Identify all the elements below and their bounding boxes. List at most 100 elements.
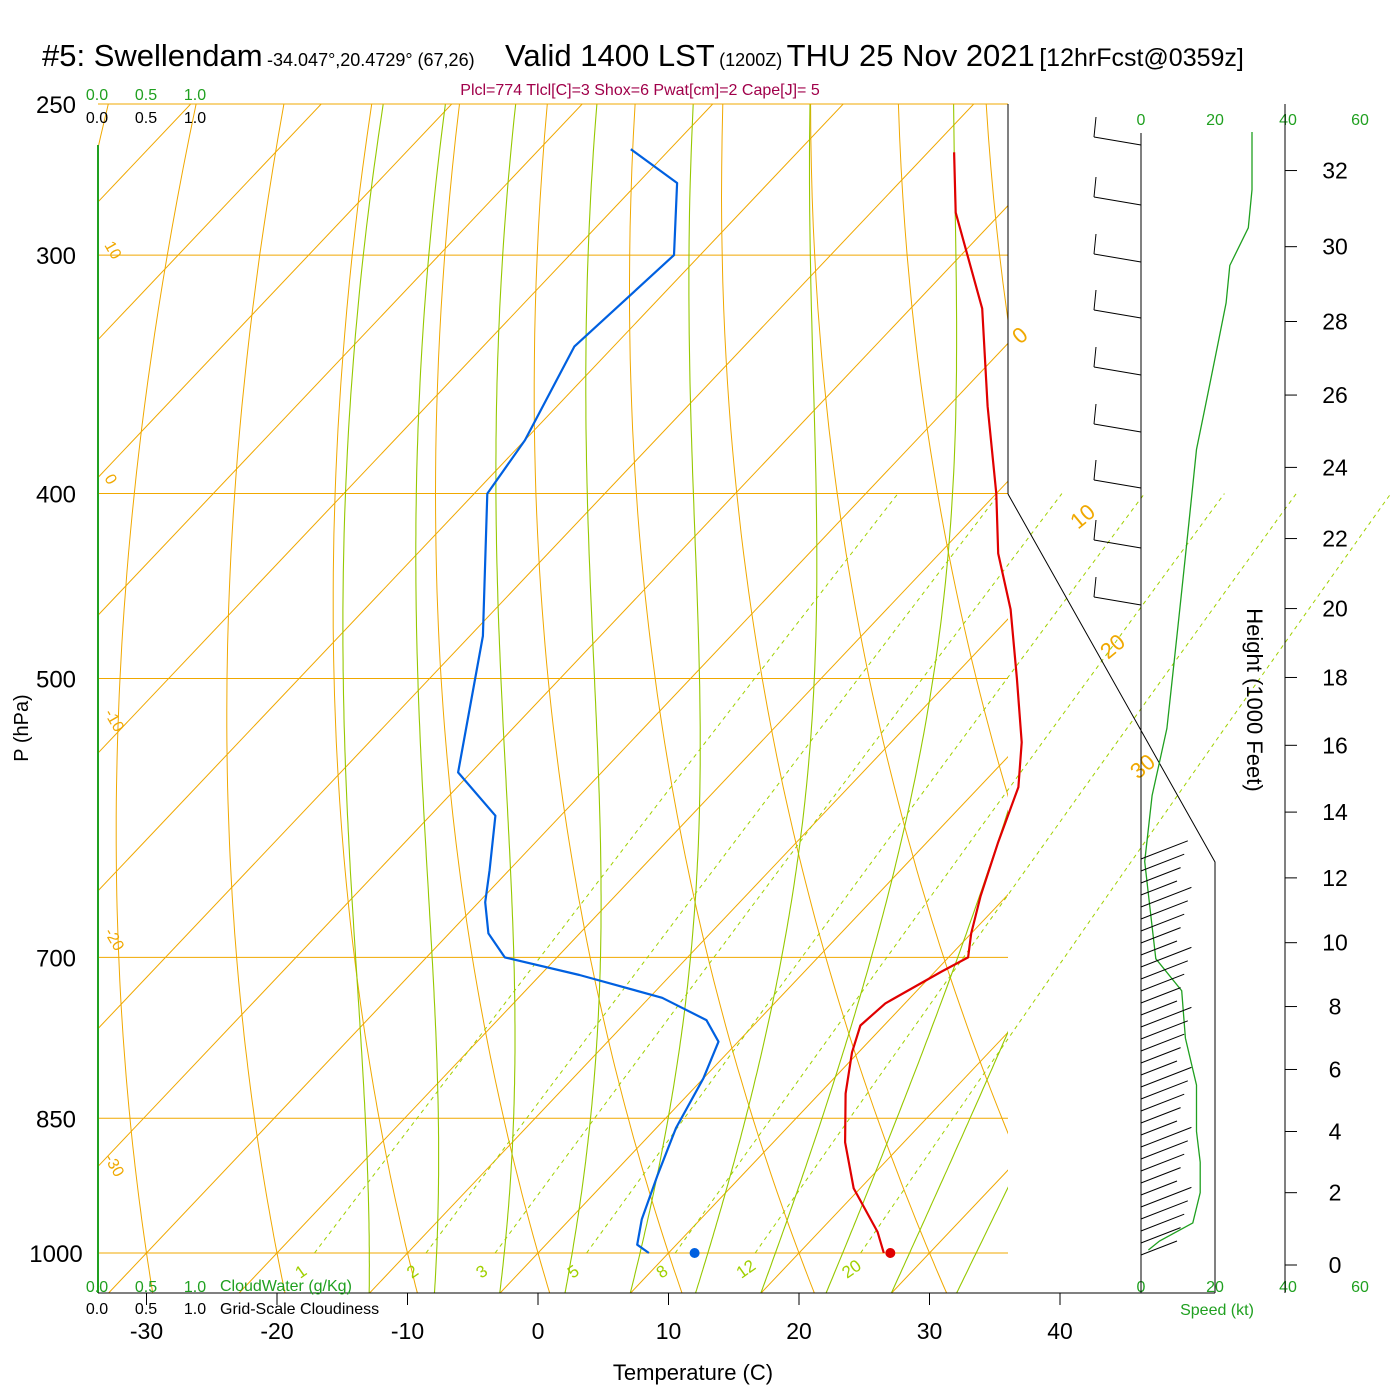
forecast-date: THU 25 Nov 2021 bbox=[786, 38, 1035, 73]
isotherm-line bbox=[499, 756, 1008, 1293]
stability-indices: Plcl=774 Tlcl[C]=3 Shox=6 Pwat[cm]=2 Cap… bbox=[0, 82, 1400, 100]
pressure-tick-label: 400 bbox=[36, 482, 76, 509]
mixing-ratio-lines: 1 2 3 5 8 12 20 bbox=[292, 493, 1392, 1282]
title-row: #5: Swellendam -34.047°,20.4729° (67,26)… bbox=[42, 38, 1244, 74]
height-tick-label: 20 bbox=[1322, 596, 1348, 622]
cloud-tick-bottom-green: 0.0 bbox=[86, 1279, 108, 1296]
wind-barb bbox=[1140, 946, 1192, 968]
wind-barb bbox=[1093, 253, 1142, 263]
mixing-ratio-line bbox=[425, 493, 1000, 1254]
wind-barb-flag bbox=[1093, 519, 1097, 541]
isotherm-line bbox=[98, 104, 975, 1030]
moist-adiabat bbox=[825, 809, 1008, 1293]
wind-barb bbox=[1140, 886, 1192, 908]
height-tick-label: 10 bbox=[1322, 930, 1348, 956]
cloud-tick-top-green: 0.5 bbox=[135, 87, 157, 104]
wind-barb bbox=[1140, 1180, 1178, 1196]
wind-barb-flag bbox=[1093, 289, 1097, 311]
wind-barb bbox=[1140, 927, 1181, 944]
pressure-tick-label: 850 bbox=[36, 1106, 76, 1133]
isotherm-line bbox=[98, 204, 1008, 1168]
wind-barb-flag bbox=[1093, 116, 1097, 138]
moist-adiabat bbox=[564, 104, 602, 1293]
wind-barb bbox=[1140, 1000, 1178, 1016]
moist-adiabat bbox=[890, 1030, 1008, 1293]
height-tick-label: 16 bbox=[1322, 732, 1348, 758]
pressure-tick-label: 250 bbox=[36, 92, 76, 119]
wind-barb bbox=[1093, 423, 1142, 433]
wind-barb-flag bbox=[1093, 233, 1097, 255]
moist-adiabat bbox=[415, 104, 446, 1293]
frame-right-slant bbox=[1007, 493, 1216, 1293]
left-isotherm-label: 0 bbox=[101, 472, 120, 488]
wind-barb-flag bbox=[1093, 403, 1097, 425]
x-axis-title: Temperature (C) bbox=[613, 1360, 773, 1385]
mixing-ratio-label: 2 bbox=[403, 1261, 422, 1282]
cloud-tick-bottom-black: 1.0 bbox=[184, 1301, 206, 1318]
wind-barb bbox=[1140, 913, 1185, 932]
x-tick-label: 0 bbox=[532, 1318, 545, 1344]
wind-barb bbox=[1140, 1213, 1185, 1232]
isotherm-line bbox=[98, 104, 583, 617]
isotherm-line bbox=[98, 104, 714, 754]
wind-barb bbox=[1140, 1140, 1188, 1160]
dry-adiabat bbox=[629, 104, 815, 1293]
wind-barb bbox=[1140, 1033, 1185, 1052]
speed-tick-top: 60 bbox=[1351, 112, 1369, 129]
speed-tick-bottom: 20 bbox=[1206, 1279, 1224, 1296]
speed-axis-title: Speed (kt) bbox=[1180, 1302, 1254, 1319]
pressure-tick-label: 700 bbox=[36, 945, 76, 972]
height-tick-label: 30 bbox=[1322, 234, 1348, 260]
wind-barb bbox=[1140, 1200, 1188, 1220]
cloud-tick-top-black: 0.5 bbox=[135, 110, 157, 127]
mixing-ratio-line bbox=[494, 493, 1063, 1254]
dry-adiabat bbox=[897, 104, 1008, 798]
wind-barb bbox=[1140, 1006, 1192, 1028]
wind-barb bbox=[1140, 1066, 1192, 1088]
pressure-tick-label: 500 bbox=[36, 667, 76, 694]
height-tick-label: 22 bbox=[1322, 526, 1348, 552]
moist-adiabat bbox=[342, 104, 384, 1293]
wind-barb bbox=[1140, 1120, 1178, 1136]
mixing-ratio-label: 20 bbox=[838, 1256, 864, 1282]
x-axis: -30 -20 -10 0 10 20 30 40 Temperature (C) bbox=[130, 1293, 1073, 1385]
wind-barb bbox=[1140, 853, 1185, 872]
wind-barb bbox=[1140, 900, 1188, 920]
speed-tick-top: 0 bbox=[1137, 112, 1146, 129]
mixing-ratio-line bbox=[860, 493, 1392, 1254]
height-tick-label: 12 bbox=[1322, 865, 1348, 891]
isotherm-line bbox=[368, 618, 1008, 1293]
isotherm-line bbox=[98, 104, 453, 479]
wind-barb bbox=[1140, 1047, 1181, 1064]
isotherm-line bbox=[238, 480, 1008, 1293]
cloud-tick-bottom-black: 0.0 bbox=[86, 1301, 108, 1318]
isotherm-line bbox=[107, 342, 1008, 1293]
zulu-time: (1200Z) bbox=[719, 50, 783, 70]
cloud-axis: 0.0 0.5 1.0 0.0 0.5 1.0 0.0 0.5 1.0 0.0 0.5 1.0 Clou… bbox=[86, 87, 379, 1318]
mixing-ratio-label: 8 bbox=[653, 1261, 672, 1282]
height-tick-label: 2 bbox=[1329, 1180, 1342, 1206]
wind-barb bbox=[1093, 479, 1142, 489]
speed-tick-top: 20 bbox=[1206, 112, 1224, 129]
dry-adiabat bbox=[1158, 70, 1400, 1293]
x-tick-label: 40 bbox=[1047, 1318, 1073, 1344]
wind-barb bbox=[1093, 366, 1142, 376]
wind-barb bbox=[1140, 1153, 1185, 1172]
height-tick-label: 26 bbox=[1322, 382, 1348, 408]
mixing-ratio-line bbox=[314, 493, 899, 1254]
station-coords: -34.047°,20.4729° (67,26) bbox=[267, 50, 475, 70]
wind-barb bbox=[1093, 196, 1142, 206]
height-tick-label: 4 bbox=[1329, 1119, 1342, 1145]
wind-barb bbox=[1140, 1093, 1185, 1112]
wind-barb bbox=[1140, 1240, 1178, 1256]
wind-barb-flag bbox=[1093, 576, 1097, 598]
surface-temperature-marker bbox=[885, 1248, 896, 1258]
isotherm-line bbox=[1152, 70, 1400, 1293]
cloud-tick-bottom-green: 0.5 bbox=[135, 1279, 157, 1296]
surface-dewpoint-marker bbox=[689, 1248, 700, 1258]
diagram-background bbox=[98, 70, 1400, 1293]
wind-barb bbox=[1093, 136, 1142, 146]
x-tick-label: -20 bbox=[260, 1318, 293, 1344]
